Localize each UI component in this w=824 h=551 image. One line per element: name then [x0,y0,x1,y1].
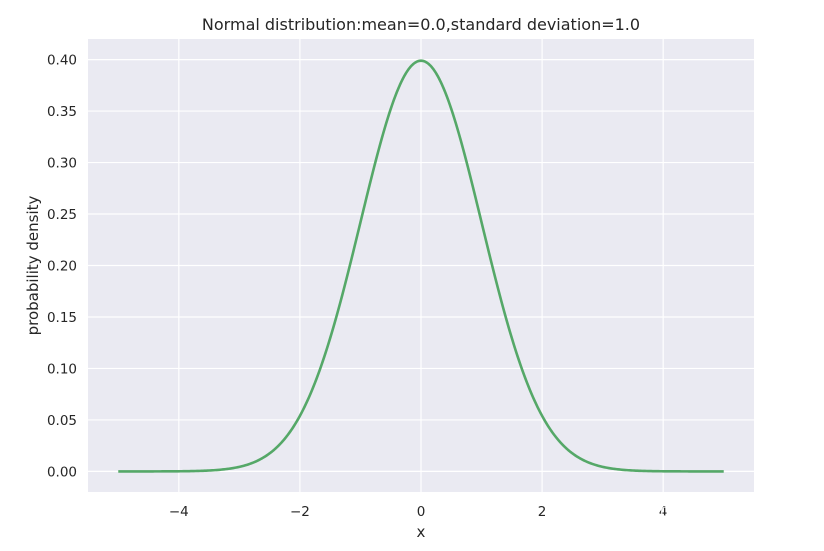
tick-labels: −4 −2 0 2 4 0.00 0.05 0.10 0.15 0.20 0.25 0.30 0.35 0… [47,53,668,520]
wechat-icon [603,498,628,519]
x-tick-label: −4 [169,504,189,520]
watermark-line-2: 知乎 @python风控建模 [552,509,758,531]
y-tick-label: 0.05 [47,413,77,429]
x-tick-label: 2 [538,504,547,520]
chart-title: Normal distribution:mean=0.0,standard de… [202,15,640,34]
watermark: PythonEducation 知乎 @python风控建模 [552,498,763,531]
y-tick-label: 0.15 [47,310,77,326]
y-tick-label: 0.40 [47,53,77,69]
y-axis-title: probability density [24,195,42,335]
watermark-line-1: PythonEducation [636,501,763,519]
y-tick-label: 0.30 [47,156,77,172]
y-tick-label: 0.10 [47,361,77,377]
series-layer [118,59,724,473]
y-tick-label: 0.25 [47,207,77,223]
y-tick-label: 0.35 [47,104,77,120]
y-tick-label: 0.00 [47,464,77,480]
x-tick-label: −2 [290,504,310,520]
x-tick-label: 4 [659,504,668,520]
x-axis-title: x [417,523,426,541]
x-tick-label: 0 [417,504,426,520]
pdf-series-line [118,59,724,473]
y-tick-label: 0.20 [47,259,77,275]
